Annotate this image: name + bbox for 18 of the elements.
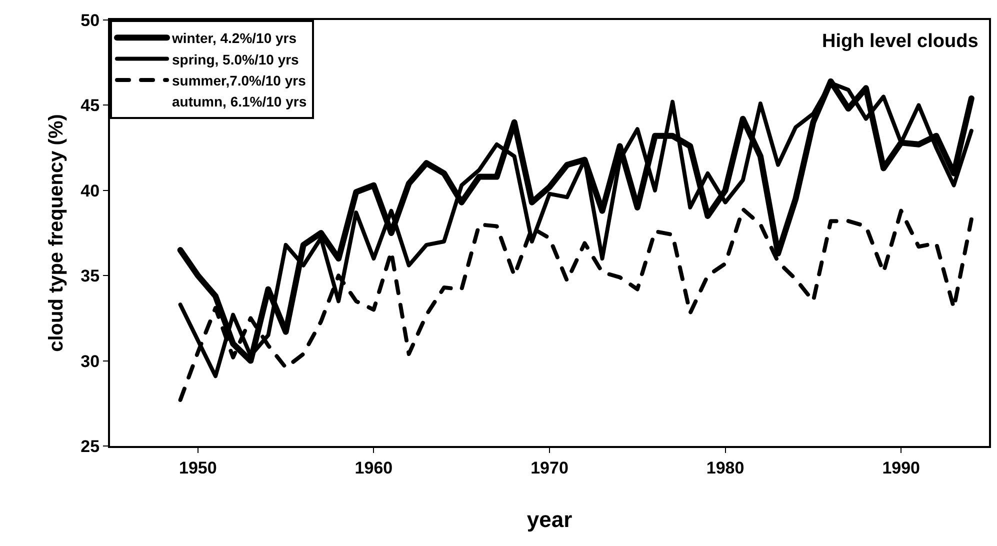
y-axis-title: cloud type frequency (%) [46,114,68,352]
legend-label: spring, 5.0%/10 yrs [172,51,300,68]
x-tick-label: 1960 [354,458,393,478]
x-axis-title: year [526,506,573,532]
y-tick-label: 30 [80,352,100,371]
x-tick-label: 1950 [178,458,217,478]
y-tick-label: 45 [80,96,100,116]
y-tick-label: 40 [80,181,100,200]
x-tick-label: 1990 [882,458,920,478]
y-tick-label: 35 [80,266,100,286]
x-tick-label: 1980 [706,458,744,478]
legend-label: winter, 4.2%/10 yrs [171,30,297,46]
y-tick-label: 50 [80,10,100,30]
text: High level clouds [822,31,978,52]
text: autumn, 6.1%/10 yrs [172,94,307,110]
x-tick-label: 1970 [530,458,568,478]
y-tick-label: 25 [80,436,100,456]
legend-label: summer,7.0%/10 yrs [172,72,306,88]
